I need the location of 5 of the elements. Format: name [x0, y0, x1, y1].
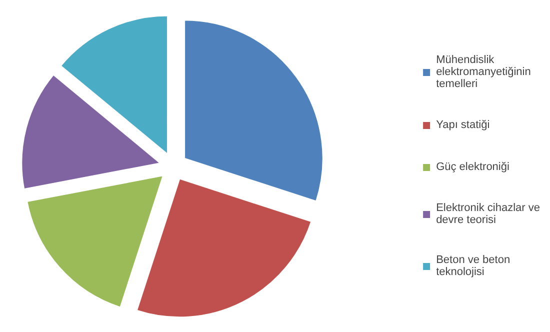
- legend-label: Beton ve beton teknolojisi: [436, 254, 510, 278]
- legend-label: Mühendislik elektromanyetiğinin temelleri: [436, 54, 531, 90]
- legend-label: Elektronik cihazlar ve devre teorisi: [436, 202, 540, 226]
- legend-label: Güç elektroniği: [436, 160, 510, 174]
- legend-label: Yapı statiği: [436, 118, 490, 132]
